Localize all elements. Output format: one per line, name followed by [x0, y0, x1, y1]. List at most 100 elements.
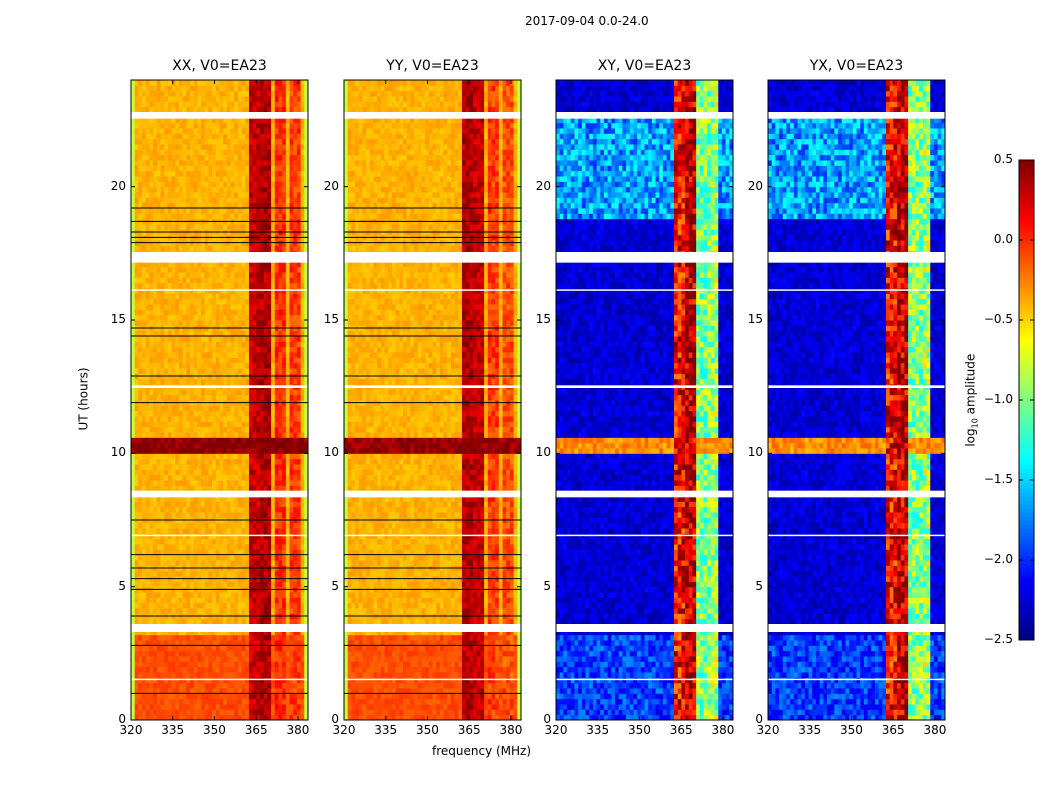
heatmap-cell — [230, 288, 235, 294]
heatmap-cell — [289, 682, 294, 689]
heatmap-cell — [300, 181, 305, 188]
heatmap-cell — [219, 512, 224, 518]
heatmap-cell — [223, 458, 228, 465]
heatmap-cell — [212, 288, 217, 294]
heatmap-cell — [226, 298, 232, 305]
heatmap-cell — [219, 693, 224, 700]
heatmap-cell — [252, 560, 257, 566]
heatmap-cell — [282, 592, 287, 598]
heatmap-cell — [256, 346, 261, 353]
heatmap-cell — [164, 336, 169, 342]
heatmap-cell — [160, 618, 165, 625]
heatmap-cell — [153, 362, 158, 369]
heatmap-cell — [300, 421, 305, 428]
heatmap-cell — [197, 293, 202, 300]
heatmap-cell — [149, 682, 154, 689]
heatmap-cell — [289, 341, 294, 348]
heatmap-cell — [285, 176, 291, 182]
heatmap-cell — [241, 602, 246, 609]
heatmap-cell — [145, 213, 150, 220]
heatmap-cell — [142, 277, 147, 284]
heatmap-cell — [260, 506, 265, 513]
heatmap-cell — [204, 512, 209, 518]
heatmap-cell — [252, 410, 257, 417]
heatmap-cell — [256, 666, 261, 673]
heatmap-cell — [285, 213, 291, 220]
heatmap-cell — [171, 426, 176, 433]
heatmap-cell — [178, 629, 184, 636]
heatmap-cell — [149, 272, 154, 278]
heatmap-cell — [245, 704, 250, 710]
heatmap-cell — [219, 266, 224, 273]
heatmap-cell — [204, 458, 209, 465]
heatmap-cell — [186, 341, 191, 348]
heatmap-cell — [271, 421, 276, 428]
heatmap-cell — [296, 608, 302, 614]
heatmap-cell — [201, 634, 206, 641]
heatmap-cell — [167, 272, 173, 278]
heatmap-cell — [208, 709, 213, 716]
heatmap-cell — [282, 682, 287, 689]
heatmap-cell — [271, 453, 276, 460]
heatmap-cell — [293, 389, 298, 396]
heatmap-cell — [230, 688, 235, 694]
heatmap-cell — [153, 277, 158, 284]
heatmap-cell — [245, 266, 250, 273]
heatmap-cell — [134, 202, 139, 209]
heatmap-cell — [204, 304, 209, 310]
heatmap-cell — [245, 560, 250, 566]
heatmap-cell — [245, 522, 250, 529]
heatmap-cell — [252, 629, 257, 636]
heatmap-cell — [223, 533, 228, 540]
heatmap-cell — [282, 272, 287, 278]
heatmap-cell — [190, 437, 195, 444]
heatmap-cell — [267, 432, 272, 438]
heatmap-cell — [201, 448, 206, 454]
heatmap-cell — [274, 378, 279, 385]
heatmap-cell — [167, 554, 173, 561]
heatmap-cell — [208, 341, 213, 348]
heatmap-cell — [164, 213, 169, 220]
heatmap-cell — [178, 261, 184, 268]
heatmap-cell — [204, 448, 209, 454]
heatmap-cell — [241, 709, 246, 716]
heatmap-cell — [182, 378, 187, 385]
heatmap-cell — [153, 698, 158, 705]
heatmap-cell — [226, 458, 232, 465]
heatmap-cell — [252, 272, 257, 278]
heatmap-cell — [296, 357, 302, 364]
heatmap-cell — [304, 650, 309, 657]
heatmap-cell — [289, 362, 294, 369]
heatmap-cell — [156, 597, 161, 604]
heatmap-cell — [160, 602, 165, 609]
heatmap-cell — [278, 645, 283, 652]
heatmap-cell — [296, 650, 302, 657]
heatmap-cell — [171, 698, 176, 705]
heatmap-cell — [178, 544, 184, 550]
heatmap-cell — [271, 693, 276, 700]
heatmap-cell — [178, 506, 184, 513]
heatmap-cell — [271, 608, 276, 614]
heatmap-cell — [293, 213, 298, 220]
heatmap-cell — [289, 501, 294, 508]
heatmap-cell — [300, 480, 305, 486]
heatmap-cell — [282, 176, 287, 182]
heatmap-cell — [293, 432, 298, 438]
heatmap-cell — [167, 666, 173, 673]
heatmap-cell — [182, 432, 187, 438]
heatmap-cell — [223, 554, 228, 561]
heatmap-cell — [145, 544, 150, 550]
heatmap-cell — [267, 213, 272, 220]
heatmap-cell — [193, 448, 198, 454]
heatmap-cell — [175, 464, 180, 470]
heatmap-cell — [138, 277, 143, 284]
heatmap-cell — [271, 464, 276, 470]
heatmap-cell — [178, 266, 184, 273]
heatmap-cell — [156, 277, 161, 284]
heatmap-cell — [234, 266, 239, 273]
heatmap-cell — [208, 677, 213, 684]
heatmap-cell — [234, 394, 239, 401]
heatmap-cell — [293, 453, 298, 460]
heatmap-cell — [223, 410, 228, 417]
heatmap-cell — [149, 202, 154, 209]
